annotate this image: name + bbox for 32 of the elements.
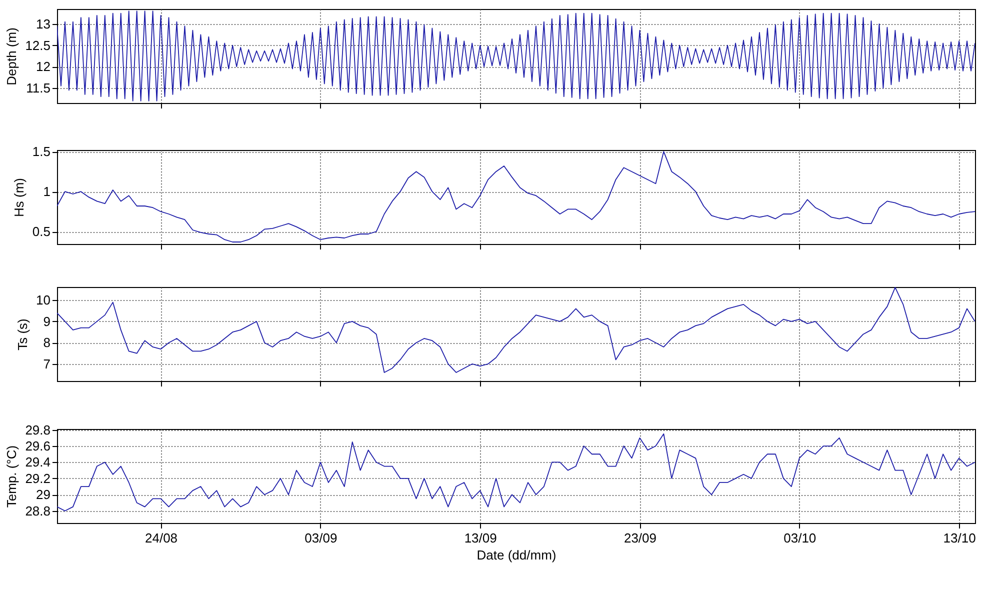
x-tick-label: 23/09 <box>624 530 657 546</box>
y-tick-label: 0.5 <box>32 224 50 240</box>
y-axis-title: Depth (m) <box>4 28 20 86</box>
y-tick-label: 12.5 <box>25 38 50 53</box>
line-series <box>57 10 975 102</box>
y-tick-label: 7 <box>43 356 50 372</box>
y-tick-label: 1.5 <box>32 144 50 160</box>
y-tick-label: 10 <box>36 292 50 308</box>
x-tick-label: 24/08 <box>145 530 178 546</box>
y-tick-label: 28.8 <box>25 503 50 518</box>
x-axis-title: Date (dd/mm) <box>476 548 556 562</box>
x-tick-label: 03/09 <box>304 530 338 546</box>
y-tick-label: 1 <box>43 184 50 200</box>
x-tick-label: 13/09 <box>464 530 497 546</box>
line-series <box>57 151 975 242</box>
y-tick-label: 13 <box>36 16 50 32</box>
y-tick-label: 29.8 <box>25 422 50 438</box>
y-tick-label: 29.2 <box>25 470 50 486</box>
y-tick-label: 11.5 <box>26 80 50 96</box>
y-tick-label: 29.6 <box>25 438 50 454</box>
y-tick-label: 29.4 <box>25 454 50 470</box>
y-tick-label: 9 <box>43 314 50 329</box>
y-tick-label: 12 <box>36 59 50 74</box>
line-series <box>57 287 975 373</box>
x-tick-label: 03/10 <box>784 530 816 546</box>
y-tick-label: 29 <box>36 487 50 502</box>
y-axis-title: Hs (m) <box>11 178 26 217</box>
y-axis-title: Temp. (°C) <box>4 445 20 508</box>
y-tick-label: 8 <box>43 335 50 350</box>
y-axis-title: Ts (s) <box>15 318 30 350</box>
x-tick-label: 13/10 <box>943 530 976 546</box>
line-series <box>57 433 975 512</box>
